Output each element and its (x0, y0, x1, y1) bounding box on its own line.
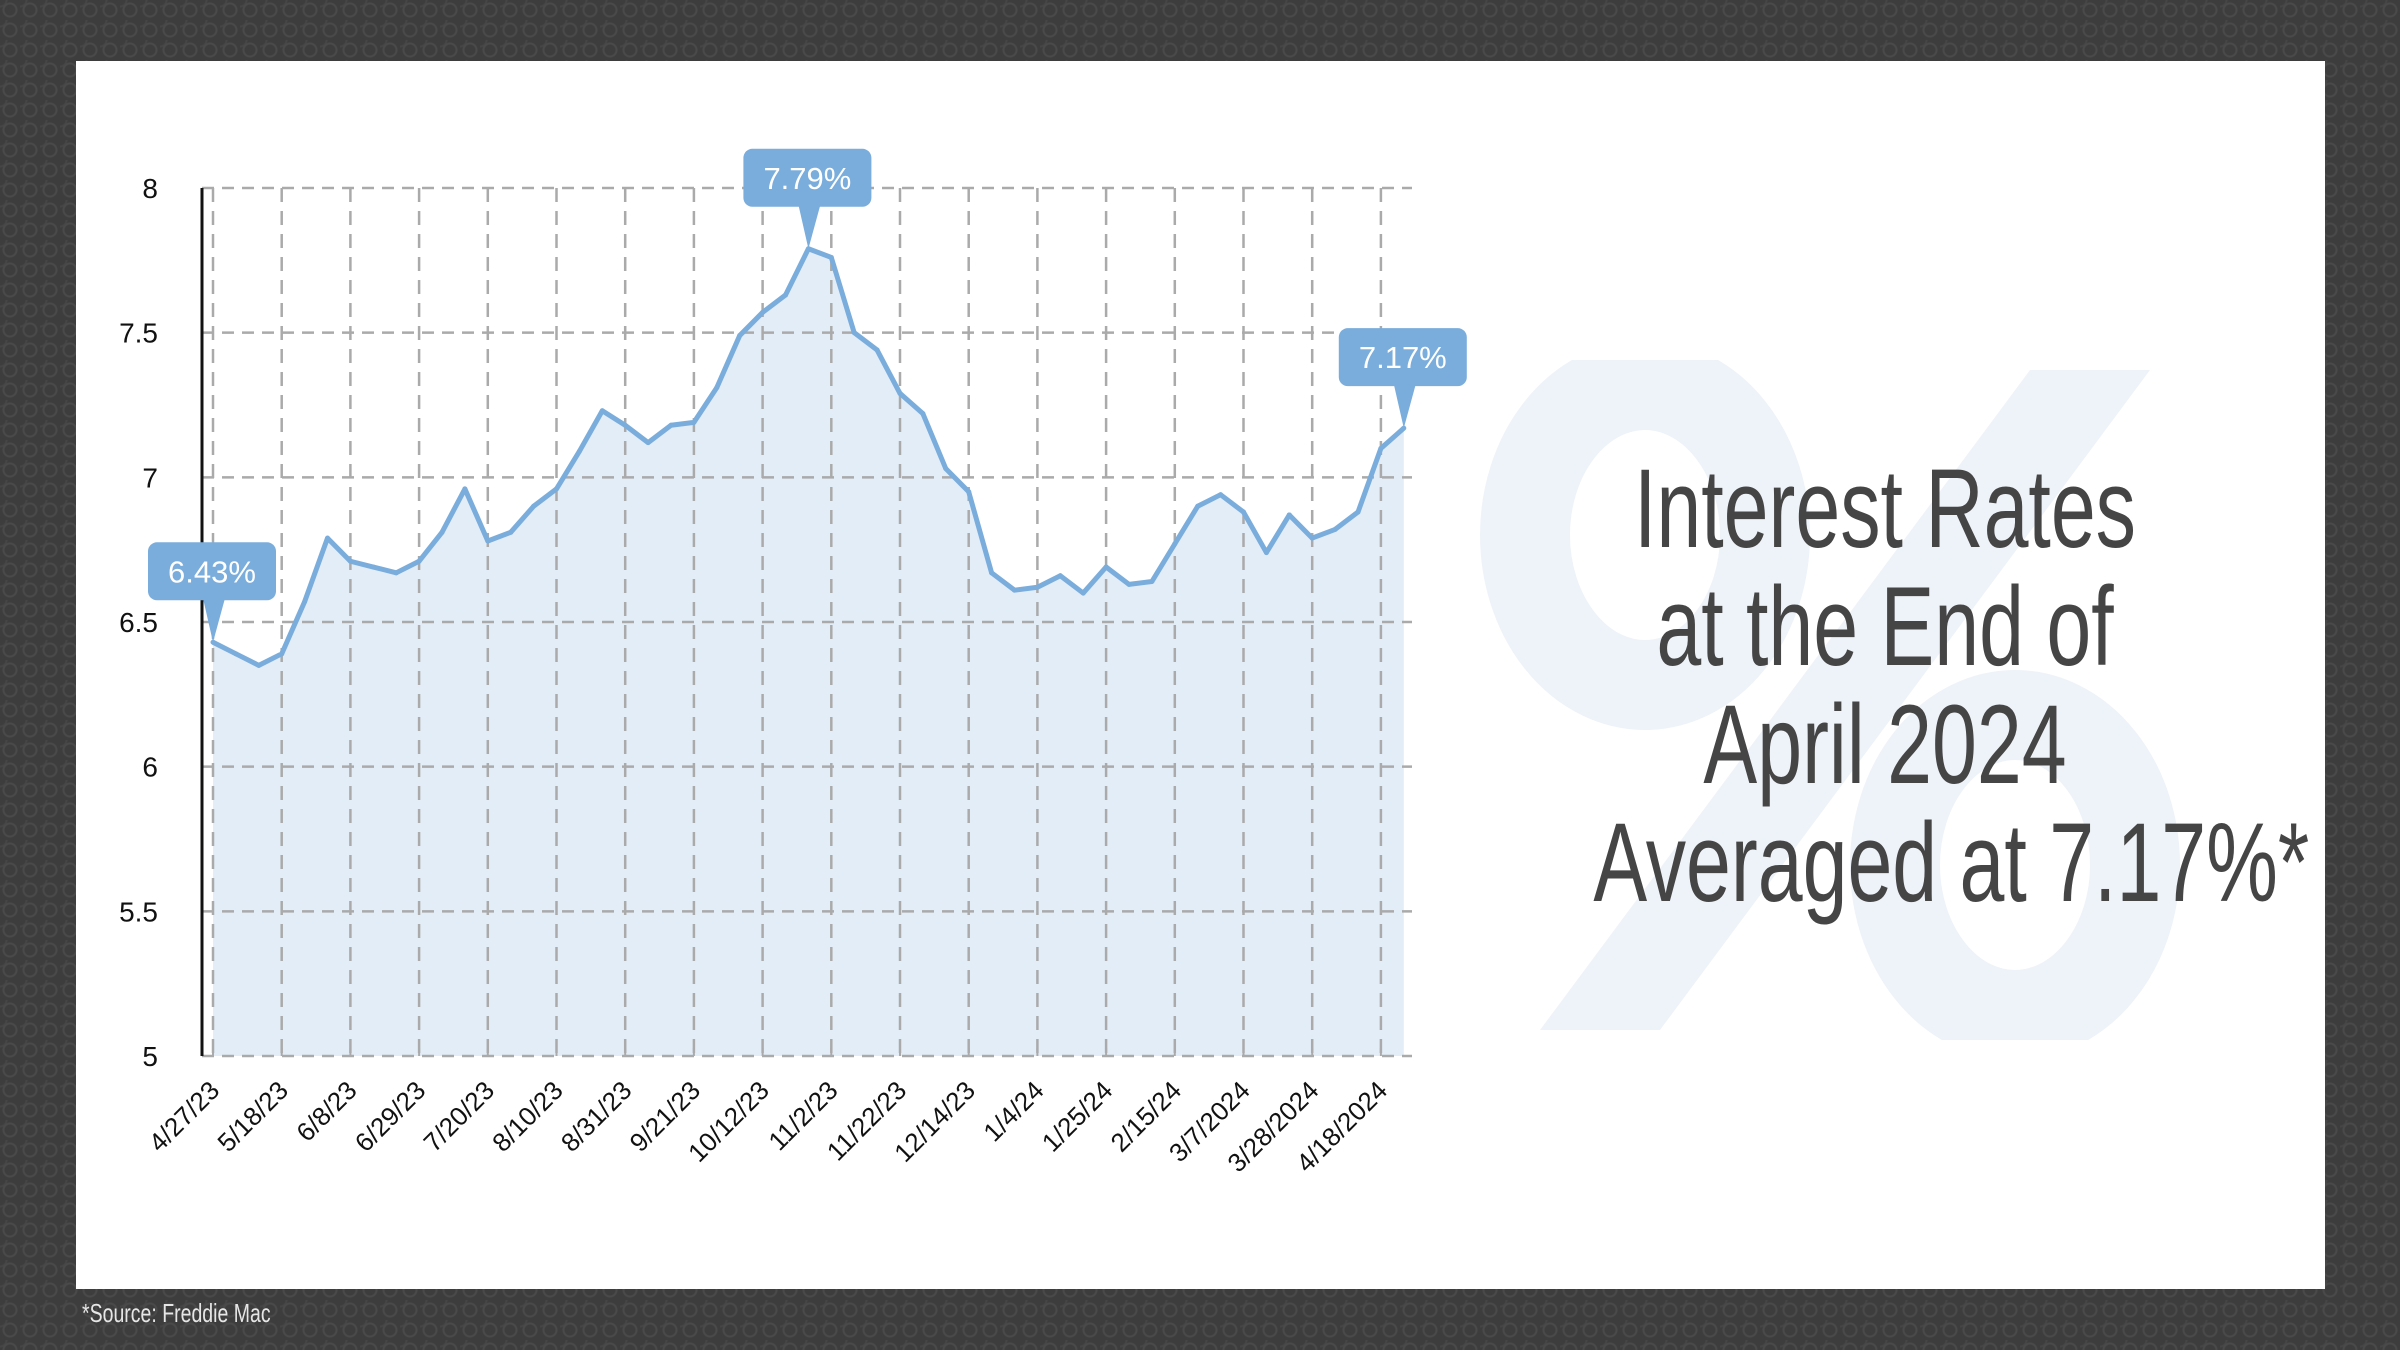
watermark-ring-top (1480, 360, 1810, 730)
callout-box (1338, 328, 1467, 387)
data-point (1080, 590, 1086, 596)
data-point (851, 330, 857, 336)
x-tick-label: 7/20/23 (417, 1075, 500, 1158)
headline: Interest Rates at the End of April 2024 … (1480, 446, 2310, 925)
y-tick-label: 6 (142, 752, 158, 783)
data-point (1378, 445, 1384, 451)
data-point (1332, 526, 1338, 532)
data-point (645, 440, 651, 446)
data-point (1355, 509, 1361, 515)
data-point (439, 529, 445, 535)
y-tick-label: 7 (142, 462, 158, 493)
data-point (462, 486, 468, 492)
data-point (943, 466, 949, 472)
data-point (1149, 578, 1155, 584)
data-point (370, 564, 376, 570)
y-tick-label: 5 (142, 1041, 158, 1072)
data-point (691, 419, 697, 425)
callout-label: 6.43% (168, 554, 256, 589)
y-tick-label: 8 (142, 173, 158, 204)
data-point (828, 254, 834, 260)
headline-line-1: Interest Rates (1634, 446, 2136, 571)
x-tick-label: 6/29/23 (349, 1075, 432, 1158)
data-point (347, 558, 353, 564)
data-point (668, 422, 674, 428)
data-point (302, 599, 308, 605)
callout-label: 7.79% (763, 161, 851, 196)
data-point (1012, 587, 1017, 593)
y-tick-label: 7.5 (119, 318, 158, 349)
headline-line-4: Averaged at 7.17%* (1593, 800, 2310, 925)
callout-pointer (1393, 384, 1416, 429)
source-note: *Source: Freddie Mac (82, 1298, 271, 1328)
callout-label: 7.17% (1359, 340, 1447, 375)
data-point (989, 570, 995, 576)
callout-box (148, 542, 276, 601)
data-point (1126, 581, 1132, 587)
data-point (599, 408, 605, 414)
data-point (1195, 503, 1201, 509)
data-point (1034, 584, 1040, 590)
y-tick-label: 6.5 (119, 607, 158, 638)
data-point (1309, 535, 1315, 541)
data-point (1103, 564, 1109, 570)
x-tick-label: 8/10/23 (486, 1075, 569, 1158)
watermark-slash (1540, 370, 2150, 1030)
data-point (256, 662, 262, 668)
data-point (783, 292, 788, 298)
data-point (554, 486, 559, 492)
data-point (874, 347, 880, 353)
data-point (576, 448, 582, 454)
data-point (897, 390, 903, 396)
data-point (737, 333, 743, 339)
x-tick-label: 5/18/23 (211, 1075, 294, 1158)
data-point (1241, 509, 1246, 515)
headline-line-2: at the End of (1656, 564, 2114, 689)
callout-box (743, 148, 872, 207)
data-point (1057, 573, 1063, 579)
data-point (1286, 512, 1292, 518)
headline-line-3: April 2024 (1703, 682, 2067, 807)
data-point (622, 422, 628, 428)
data-point (760, 309, 766, 315)
percent-watermark-icon (1480, 360, 2180, 1040)
data-point (485, 538, 491, 544)
watermark-ring-bottom (1850, 670, 2180, 1040)
data-point (393, 570, 399, 576)
x-tick-label: 8/31/23 (555, 1075, 638, 1158)
data-point (1218, 492, 1224, 498)
callout-pointer (798, 204, 821, 249)
callout-pointer (203, 598, 225, 643)
x-tick-label: 4/27/23 (143, 1075, 226, 1158)
data-point (279, 651, 285, 657)
data-point (714, 385, 720, 391)
data-point (966, 489, 972, 495)
data-point (508, 529, 514, 535)
x-tick-label: 1/25/24 (1036, 1075, 1119, 1158)
area-fill (213, 248, 1404, 1056)
y-tick-label: 5.5 (119, 896, 158, 927)
data-point (531, 503, 537, 509)
data-point (233, 651, 239, 657)
data-point (1172, 541, 1178, 547)
data-point (416, 558, 422, 564)
data-point (1263, 550, 1269, 556)
data-point (920, 411, 926, 417)
data-point (325, 535, 330, 541)
